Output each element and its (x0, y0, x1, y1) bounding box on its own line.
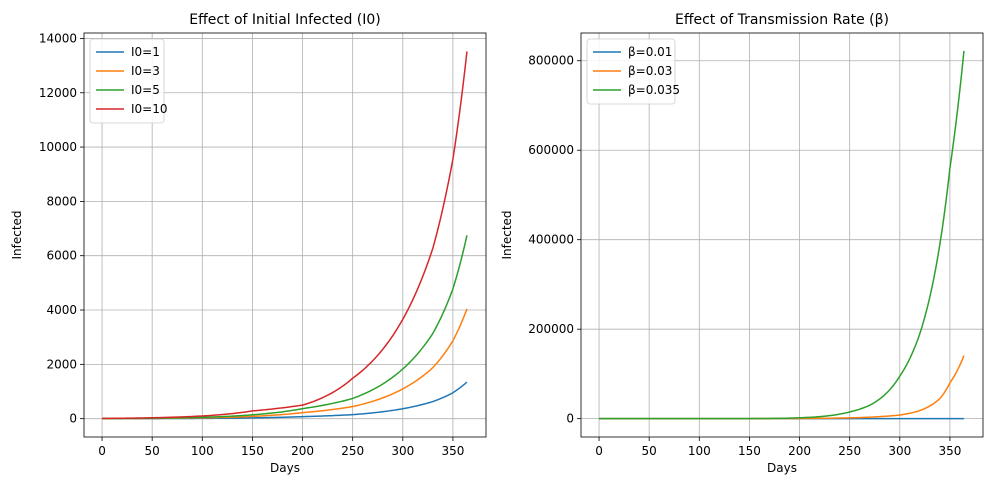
x-axis-label: Days (767, 461, 797, 475)
y-tick-label: 4000 (46, 303, 77, 317)
x-tick-label: 350 (441, 444, 464, 458)
x-tick-label: 200 (291, 444, 314, 458)
y-tick-label: 0 (69, 412, 77, 426)
y-tick-label: 10000 (39, 140, 77, 154)
legend-label: I0=10 (131, 102, 168, 116)
chart-title: Effect of Initial Infected (I0) (189, 12, 381, 28)
legend-label: β=0.01 (628, 45, 672, 59)
legend-label: I0=1 (131, 45, 160, 59)
subplot-1: 0 50 100 150 200 250 300 350 0 2000 4000 6000 8000 10… (10, 12, 487, 475)
x-tick-label: 0 (98, 444, 106, 458)
y-tick-label: 600000 (528, 143, 574, 157)
axes-frame (580, 32, 984, 438)
x-tick-label: 150 (241, 444, 264, 458)
x-tick-label: 300 (391, 444, 414, 458)
x-tick-label: 300 (888, 444, 911, 458)
x-tick-label: 0 (595, 444, 603, 458)
legend-box (586, 38, 676, 105)
y-tick-label: 14000 (39, 31, 77, 45)
subplot-2: 0 50 100 150 200 250 300 350 0 200000 400000 600000… (500, 12, 984, 475)
chart-title: Effect of Transmission Rate (β) (675, 12, 889, 28)
y-axis-label: Infected (500, 210, 514, 259)
y-tick-label: 2000 (46, 357, 77, 371)
legend-label: I0=5 (131, 83, 160, 97)
series-line-2 (102, 308, 468, 420)
x-tick-label: 200 (788, 444, 811, 458)
series-line-3 (102, 235, 468, 420)
y-tick-label: 200000 (528, 322, 574, 336)
x-tick-label: 250 (838, 444, 861, 458)
legend-label: I0=3 (131, 64, 160, 78)
x-axis-label: Days (270, 461, 300, 475)
x-tick-label: 100 (688, 444, 711, 458)
y-tick-label: 400000 (528, 233, 574, 247)
y-tick-label: 800000 (528, 54, 574, 68)
series-line-3 (599, 50, 965, 420)
legend-box (89, 38, 165, 124)
y-tick-label: 8000 (46, 194, 77, 208)
series-line-4 (102, 51, 468, 420)
x-tick-label: 150 (738, 444, 761, 458)
x-tick-label: 100 (191, 444, 214, 458)
y-tick-label: 0 (566, 412, 574, 426)
y-axis-label: Infected (10, 210, 24, 259)
y-tick-label: 12000 (39, 86, 77, 100)
axes-frame (83, 32, 487, 438)
legend-label: β=0.035 (628, 83, 680, 97)
x-tick-label: 350 (938, 444, 961, 458)
series-line-2 (599, 355, 965, 420)
x-tick-label: 50 (642, 444, 657, 458)
series-line-1 (102, 381, 468, 420)
legend-label: β=0.03 (628, 64, 672, 78)
y-tick-label: 6000 (46, 249, 77, 263)
x-tick-label: 50 (145, 444, 160, 458)
x-tick-label: 250 (341, 444, 364, 458)
